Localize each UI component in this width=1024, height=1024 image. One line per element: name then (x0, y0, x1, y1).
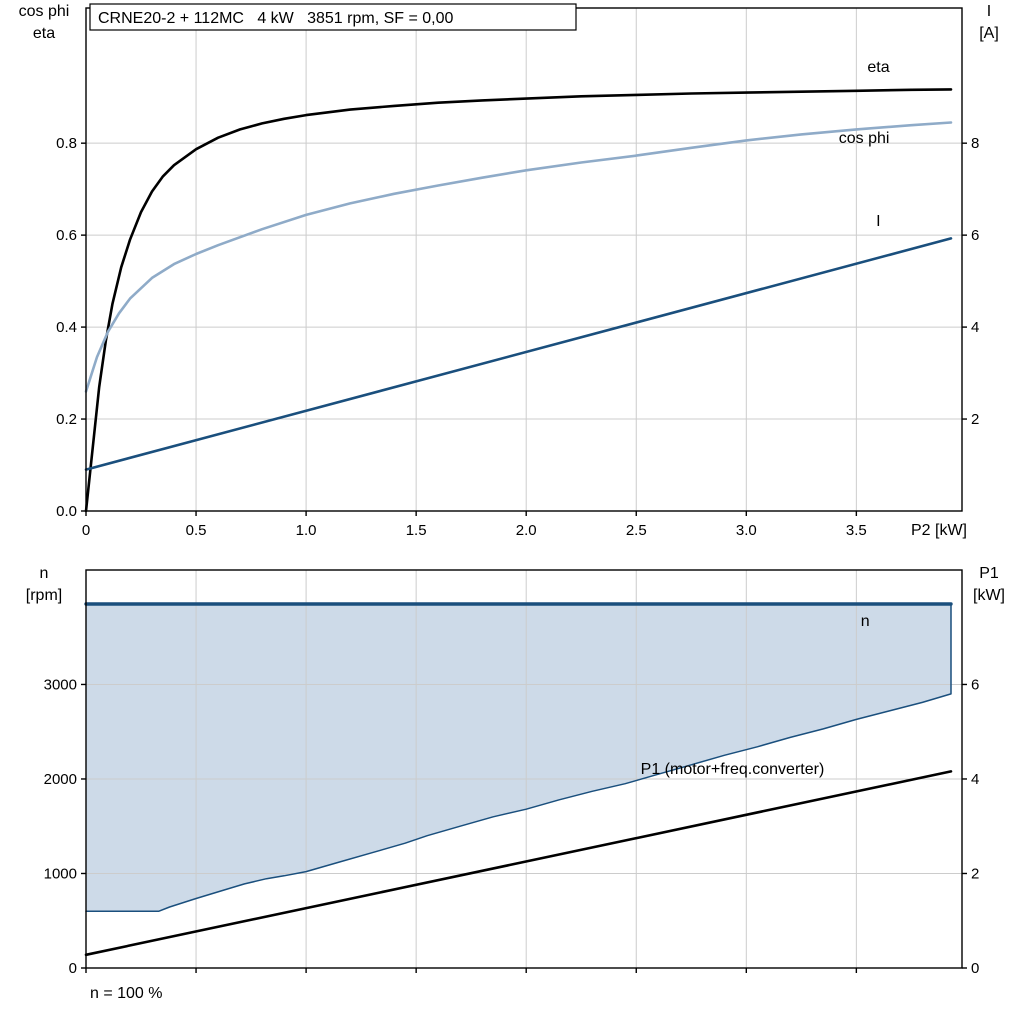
series-cos-phi (84, 121, 953, 393)
y-left-tick-label: 1000 (44, 865, 77, 882)
y-left-tick-label: 0.4 (56, 319, 77, 336)
y-right-tick-label: 2 (971, 411, 979, 428)
chart-1: 0 0.5 1.0 1.5 2.0 2.5 3.0 3.5 0.0 0.2 0.4 0.6 0.8 2 4 6… (19, 3, 999, 539)
right-axis-title: I (987, 3, 991, 20)
left-axis-title: [rpm] (26, 587, 62, 604)
y-right-tick-label: 8 (971, 135, 979, 152)
series-i (84, 237, 953, 471)
y-left-tick-label: 0.8 (56, 135, 77, 152)
right-axis-title: P1 (979, 565, 999, 582)
series-p1 (84, 770, 953, 957)
plot-frame (85, 569, 963, 969)
series-eta (84, 88, 953, 513)
y-left-tick-label: 0.6 (56, 227, 77, 244)
axis-ticks: 0 1000 2000 3000 0 2 4 6 (44, 676, 980, 977)
series-label-i: I (876, 213, 880, 230)
y-left-tick-label: 0 (69, 960, 77, 977)
x-tick-label: 1.0 (296, 522, 317, 539)
series-label-eta: eta (867, 59, 889, 76)
x-tick-label: 1.5 (406, 522, 427, 539)
series-label-n: n (861, 613, 870, 630)
y-left-tick-label: 0.2 (56, 411, 77, 428)
y-left-tick-label: 0.0 (56, 503, 77, 520)
x-tick-label: 0 (82, 522, 90, 539)
y-right-tick-label: 2 (971, 865, 979, 882)
x-axis-title: P2 [kW] (911, 522, 967, 539)
left-axis-title: eta (33, 25, 55, 42)
series-speed-range-area (86, 604, 951, 912)
chart-title: CRNE20-2 + 112MC 4 kW 3851 rpm, SF = 0,0… (98, 10, 454, 27)
chart-title-box (89, 3, 577, 31)
left-axis-title: n (40, 565, 49, 582)
y-right-tick-label: 6 (971, 227, 979, 244)
y-right-tick-label: 0 (971, 960, 979, 977)
left-axis-title: cos phi (19, 3, 70, 20)
y-left-tick-label: 3000 (44, 676, 77, 693)
y-right-tick-label: 4 (971, 771, 979, 788)
x-tick-label: 2.5 (626, 522, 647, 539)
footnote: n = 100 % (90, 985, 163, 1002)
x-tick-label: 3.0 (736, 522, 757, 539)
right-axis-title: [kW] (973, 587, 1005, 604)
right-axis-title: [A] (979, 25, 999, 42)
y-left-tick-label: 2000 (44, 771, 77, 788)
series-label-p1: P1 (motor+freq.converter) (641, 761, 825, 778)
series-label-cos-phi: cos phi (839, 130, 890, 147)
x-tick-label: 3.5 (846, 522, 867, 539)
chart-2: 0 1000 2000 3000 0 2 4 6 n [rpm] P1 [kW] n P1 (motor+… (26, 565, 1005, 1002)
x-tick-label: 2.0 (516, 522, 537, 539)
x-tick-label: 0.5 (186, 522, 207, 539)
series-min-speed-boundary (85, 603, 952, 913)
y-right-tick-label: 4 (971, 319, 979, 336)
y-right-tick-label: 6 (971, 676, 979, 693)
gridlines (86, 570, 962, 968)
axis-ticks: 0 0.5 1.0 1.5 2.0 2.5 3.0 3.5 0.0 0.2 0.4 0.6 0.8 2 4 6… (56, 135, 979, 539)
